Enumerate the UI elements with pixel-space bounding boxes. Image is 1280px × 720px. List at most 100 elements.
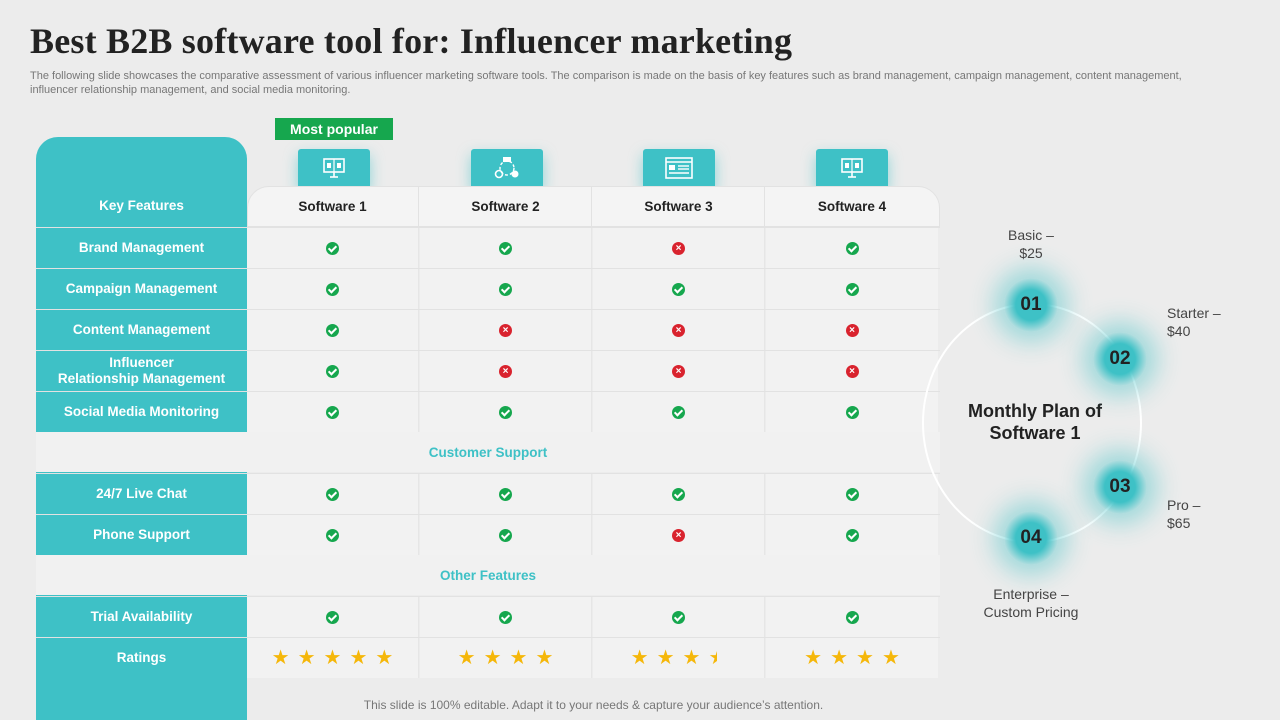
check-icon [326,323,339,337]
star-icon: ★ [271,647,290,669]
plan-label-starter: Starter – $40 [1167,305,1221,339]
table-cell: × [593,515,765,555]
feature-label: Social Media Monitoring [63,404,220,419]
section-other-features-label: Other Features [439,568,537,583]
table-cell [766,515,938,555]
star-icon: ★ [656,647,675,669]
plan-title: Monthly Plan of Software 1 [968,401,1102,443]
ratings-row: Ratings ★ ★ ★ ★ ★ ★ ★ ★ ★ ★ ★ ★ ★ ★ ★ ★ ★ [36,637,940,678]
footer-note: This slide is 100% editable. Adapt it to… [363,698,824,712]
software-2-network-icon [471,149,543,187]
plan-node-01: 01 [1004,278,1058,332]
table-cell [247,310,419,350]
software-header-panel [247,186,940,227]
check-icon [326,241,339,255]
check-icon [499,282,512,296]
table-cell [593,269,765,309]
check-icon [499,528,512,542]
table-cell [593,392,765,432]
table-cell [593,597,765,637]
most-popular-badge: Most popular [275,118,393,140]
feature-label: Phone Support [93,527,190,542]
star-icon: ★ [804,647,823,669]
star-icon: ★ [856,647,874,669]
section-customer-support-label: Customer Support [428,445,548,460]
star-icon: ★ [375,647,394,669]
table-cell [766,597,938,637]
check-icon [672,405,685,419]
check-icon [845,487,859,501]
feature-label: 24/7 Live Chat [96,486,187,501]
cross-icon: × [672,241,685,255]
software-4-header: Software 4 [817,198,887,214]
star-icon: ★ [830,647,848,669]
check-icon [326,282,339,296]
cross-icon: × [845,364,859,378]
table-cell [420,269,592,309]
table-cell [420,597,592,637]
table-cell [420,515,592,555]
table-cell: × [593,351,765,391]
star-rating: ★ ★ ★ ★ [458,648,554,668]
software-3-header: Software 3 [644,198,713,214]
star-icon: ★ [630,647,649,669]
star-icon: ★ [881,647,900,669]
table-cell [247,392,419,432]
table-cell [766,269,938,309]
software-4-monitor-icon [816,149,888,187]
key-features-label: Key Features [99,198,184,213]
check-icon [499,610,512,624]
check-icon [845,610,859,624]
check-icon [672,487,685,501]
cross-icon: × [672,323,685,337]
check-icon [499,405,512,419]
table-row: Brand Management × [36,227,940,268]
section-other-features: Other Features [36,555,940,595]
table-cell [420,474,592,514]
check-icon [326,487,339,501]
table-cell [593,474,765,514]
star-icon: ★ [349,647,368,669]
check-icon [672,610,685,624]
table-cell [247,515,419,555]
table-row: Phone Support × [36,514,940,555]
table-cell [247,351,419,391]
check-icon [499,241,512,255]
table-cell: × [420,351,592,391]
star-icon: ★ [535,647,554,669]
rating-cell: ★ ★ ★ ★ [420,638,592,678]
check-icon [326,364,339,378]
table-row: Trial Availability [36,596,940,637]
table-cell [247,269,419,309]
software-3-dashboard-icon [643,149,715,187]
check-icon [326,528,339,542]
check-icon [845,282,859,296]
check-icon [672,282,685,296]
cross-icon: × [672,528,685,542]
table-header-row: Key Features Software 1 Software 2 Softw… [36,186,940,226]
table-row: Campaign Management [36,268,940,309]
cross-icon: × [499,364,512,378]
table-cell [766,228,938,268]
table-cell: × [593,228,765,268]
check-icon [326,610,339,624]
table-cell [766,474,938,514]
star-icon: ★ [297,647,316,669]
star-icon: ★ [509,647,528,669]
star-icon: ★ [483,647,502,669]
cross-icon: × [845,323,859,337]
cross-icon: × [499,323,512,337]
star-icon: ★ [457,647,476,669]
table-row: Influencer Relationship Management × × × [36,350,940,391]
plan-node-03: 03 [1093,460,1147,514]
star-rating: ★ ★ ★ ★ ★ [272,648,394,668]
feature-label: Brand Management [78,240,205,255]
plan-label-pro: Pro – $65 [1167,497,1201,531]
table-cell: × [593,310,765,350]
table-row: Content Management × × × [36,309,940,350]
feature-label: Trial Availability [90,609,193,624]
page-title: Best B2B software tool for: Influencer m… [30,21,793,61]
features-column-background [36,137,247,720]
table-row: Social Media Monitoring [36,391,940,432]
table-cell: × [766,310,938,350]
